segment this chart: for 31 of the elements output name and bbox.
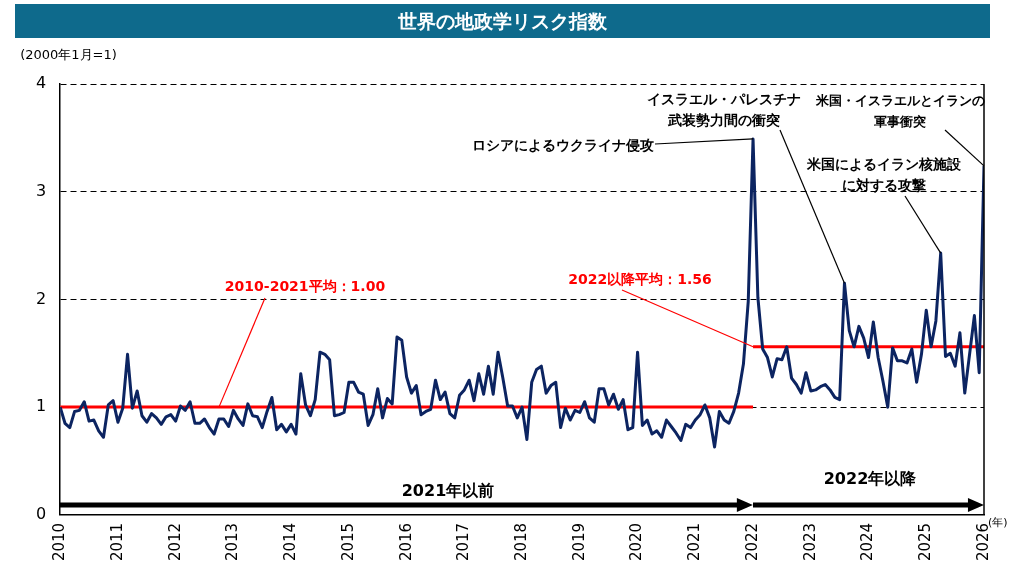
- x-tick-label: 2021: [685, 522, 704, 562]
- x-tick-label: 2013: [223, 522, 242, 562]
- y-axis-title: (2000年1月=1): [20, 47, 117, 63]
- x-tick-label: 2010: [50, 522, 69, 562]
- y-tick-label: 3: [35, 180, 47, 200]
- annotation: 2022以降平均：1.56: [568, 270, 712, 287]
- annotation: 米国によるイラン核施設に対する攻撃: [806, 155, 962, 193]
- x-tick-label: 2022: [742, 522, 761, 562]
- x-tick-label: 2020: [627, 522, 646, 562]
- x-tick-label: 2011: [107, 522, 126, 562]
- annotation: 2022年以降: [823, 469, 918, 489]
- annotation: イスラエル・パレスチナ武装勢力間の衝突: [647, 90, 801, 128]
- x-tick-label: 2018: [511, 522, 530, 562]
- y-tick-label: 4: [35, 73, 47, 93]
- y-tick-label: 1: [35, 396, 47, 416]
- x-tick-label: 2017: [454, 522, 473, 562]
- annotation: ロシアによるウクライナ侵攻: [472, 136, 654, 153]
- x-tick-label: 2023: [800, 522, 819, 562]
- x-tick-label: 2012: [165, 522, 184, 562]
- annotation: 2010-2021平均：1.00: [224, 277, 386, 294]
- x-tick-label: 2014: [281, 522, 300, 562]
- chart-title: 世界の地政学リスク指数: [15, 4, 990, 38]
- y-tick-label: 2: [35, 288, 47, 308]
- x-tick-label: 2015: [338, 522, 357, 562]
- x-tick-label: 2025: [916, 522, 935, 562]
- y-tick-label: 0: [35, 503, 47, 523]
- x-axis-title: (年): [988, 515, 1008, 529]
- annotation: 2021年以前: [401, 481, 495, 501]
- x-tick-label: 2024: [858, 522, 877, 562]
- x-tick-label: 2019: [569, 522, 588, 562]
- x-tick-label: 2016: [396, 522, 415, 562]
